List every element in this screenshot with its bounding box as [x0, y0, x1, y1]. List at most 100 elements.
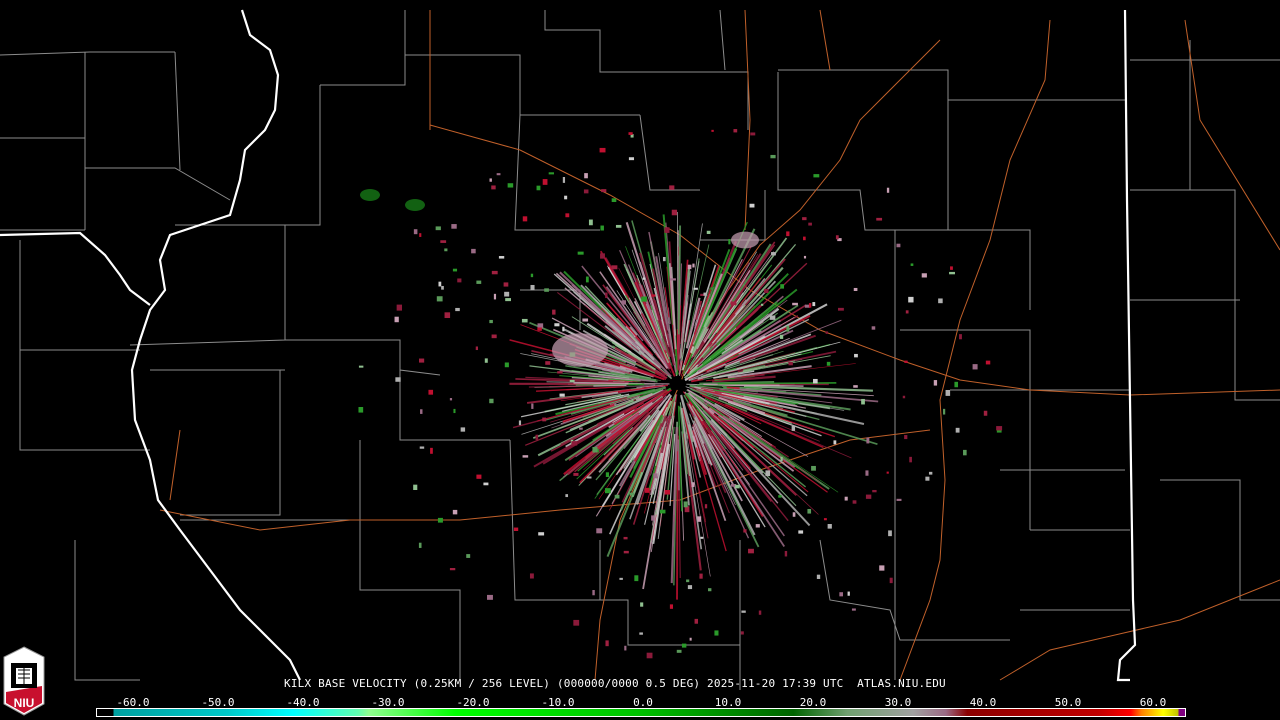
radar-echo	[826, 361, 831, 366]
radar-echo	[550, 394, 644, 423]
radar-echo	[921, 273, 927, 278]
radar-echo	[586, 322, 644, 362]
radar-echo	[718, 396, 766, 415]
radar-echo	[608, 379, 638, 383]
radar-echo	[704, 504, 708, 509]
radar-echo	[453, 408, 456, 414]
county-line	[509, 439, 601, 601]
radar-echo	[688, 438, 709, 539]
radar-echo	[611, 341, 657, 371]
radar-echo	[662, 256, 666, 262]
radar-echo	[780, 284, 785, 289]
radar-echo	[575, 419, 628, 458]
radar-echo	[813, 378, 818, 384]
radar-echo	[707, 433, 766, 528]
radar-echo	[743, 385, 873, 392]
radar-echo	[565, 494, 569, 498]
radar-echo	[852, 500, 857, 504]
radar-echo	[861, 398, 865, 405]
radar-echo	[696, 408, 744, 471]
radar-echo	[628, 299, 670, 369]
radar-echo	[607, 303, 652, 354]
radar-echo	[633, 394, 673, 459]
radar-echo	[529, 365, 630, 379]
radar-echo	[536, 398, 621, 422]
radar-echo	[600, 253, 605, 259]
radar-echo	[449, 568, 456, 571]
radar-echo	[652, 443, 670, 545]
radar-echo	[584, 173, 588, 179]
radar-echo-cluster	[552, 333, 608, 367]
radar-echo	[651, 268, 675, 366]
radar-echo	[950, 266, 953, 270]
county-line	[520, 289, 581, 330]
radar-echo	[786, 231, 790, 237]
radar-echo	[669, 604, 674, 609]
radar-echo	[507, 183, 514, 188]
radar-echo	[557, 371, 563, 374]
radar-echo	[955, 427, 960, 433]
radar-echo	[798, 530, 804, 534]
radar-echo	[693, 287, 698, 290]
radar-echo	[710, 287, 713, 290]
velocity-colorbar	[96, 708, 1186, 717]
radar-echo	[605, 488, 611, 494]
radar-echo	[705, 418, 789, 522]
source-url[interactable]: ATLAS.NIU.EDU	[857, 677, 946, 690]
radar-echo	[908, 296, 914, 303]
radar-echo	[623, 550, 629, 554]
radar-echo	[656, 399, 665, 410]
radar-echo	[683, 366, 698, 379]
radar-echo	[720, 389, 851, 411]
radar-echo	[996, 429, 1002, 433]
radar-echo	[419, 233, 422, 237]
radar-echo	[835, 235, 839, 240]
county-lines	[0, 9, 1280, 690]
radar-echo	[696, 388, 752, 405]
radar-echo	[972, 364, 978, 370]
radar-echo	[505, 298, 511, 302]
radar-echo	[585, 276, 589, 283]
radar-echo	[621, 442, 651, 503]
radar-echo	[498, 256, 505, 259]
radar-echo	[646, 652, 653, 659]
radar-echo	[584, 305, 639, 352]
radar-echo	[879, 565, 885, 571]
radar-echo	[642, 277, 646, 280]
radar-echo	[697, 319, 782, 373]
radar-echo	[699, 305, 738, 355]
radar-echo	[703, 389, 795, 413]
radar-echo	[839, 592, 843, 597]
radar-echo	[641, 296, 648, 302]
radar-echo	[726, 386, 740, 390]
radar-echo	[904, 435, 908, 440]
colorbar-tick: 40.0	[969, 696, 997, 709]
radar-echo	[648, 231, 669, 331]
radar-echo	[554, 323, 560, 327]
radar-echo	[611, 198, 617, 203]
radar-echo	[707, 243, 772, 340]
radar-echo	[662, 406, 668, 417]
radar-echo	[601, 189, 607, 193]
radar-echo	[643, 357, 655, 367]
radar-echo	[686, 389, 705, 403]
radar-echo	[728, 239, 731, 245]
radar-echo	[636, 420, 667, 505]
radar-echo	[689, 637, 692, 641]
radar-echo	[559, 271, 639, 347]
radar-echo	[635, 392, 653, 401]
radar-echo	[444, 248, 448, 252]
radar-echo	[660, 415, 672, 454]
radar-echo	[639, 252, 672, 358]
radar-echo	[770, 154, 776, 159]
radar-echo	[413, 484, 418, 491]
radar-echo	[583, 189, 589, 194]
radar-echo	[693, 314, 699, 329]
radar-echo	[733, 388, 879, 403]
highway	[169, 429, 181, 501]
radar-echo	[710, 288, 798, 359]
radar-echo	[686, 388, 741, 422]
radar-echo	[701, 301, 778, 365]
radar-echo	[703, 251, 758, 342]
radar-echo	[896, 498, 902, 501]
